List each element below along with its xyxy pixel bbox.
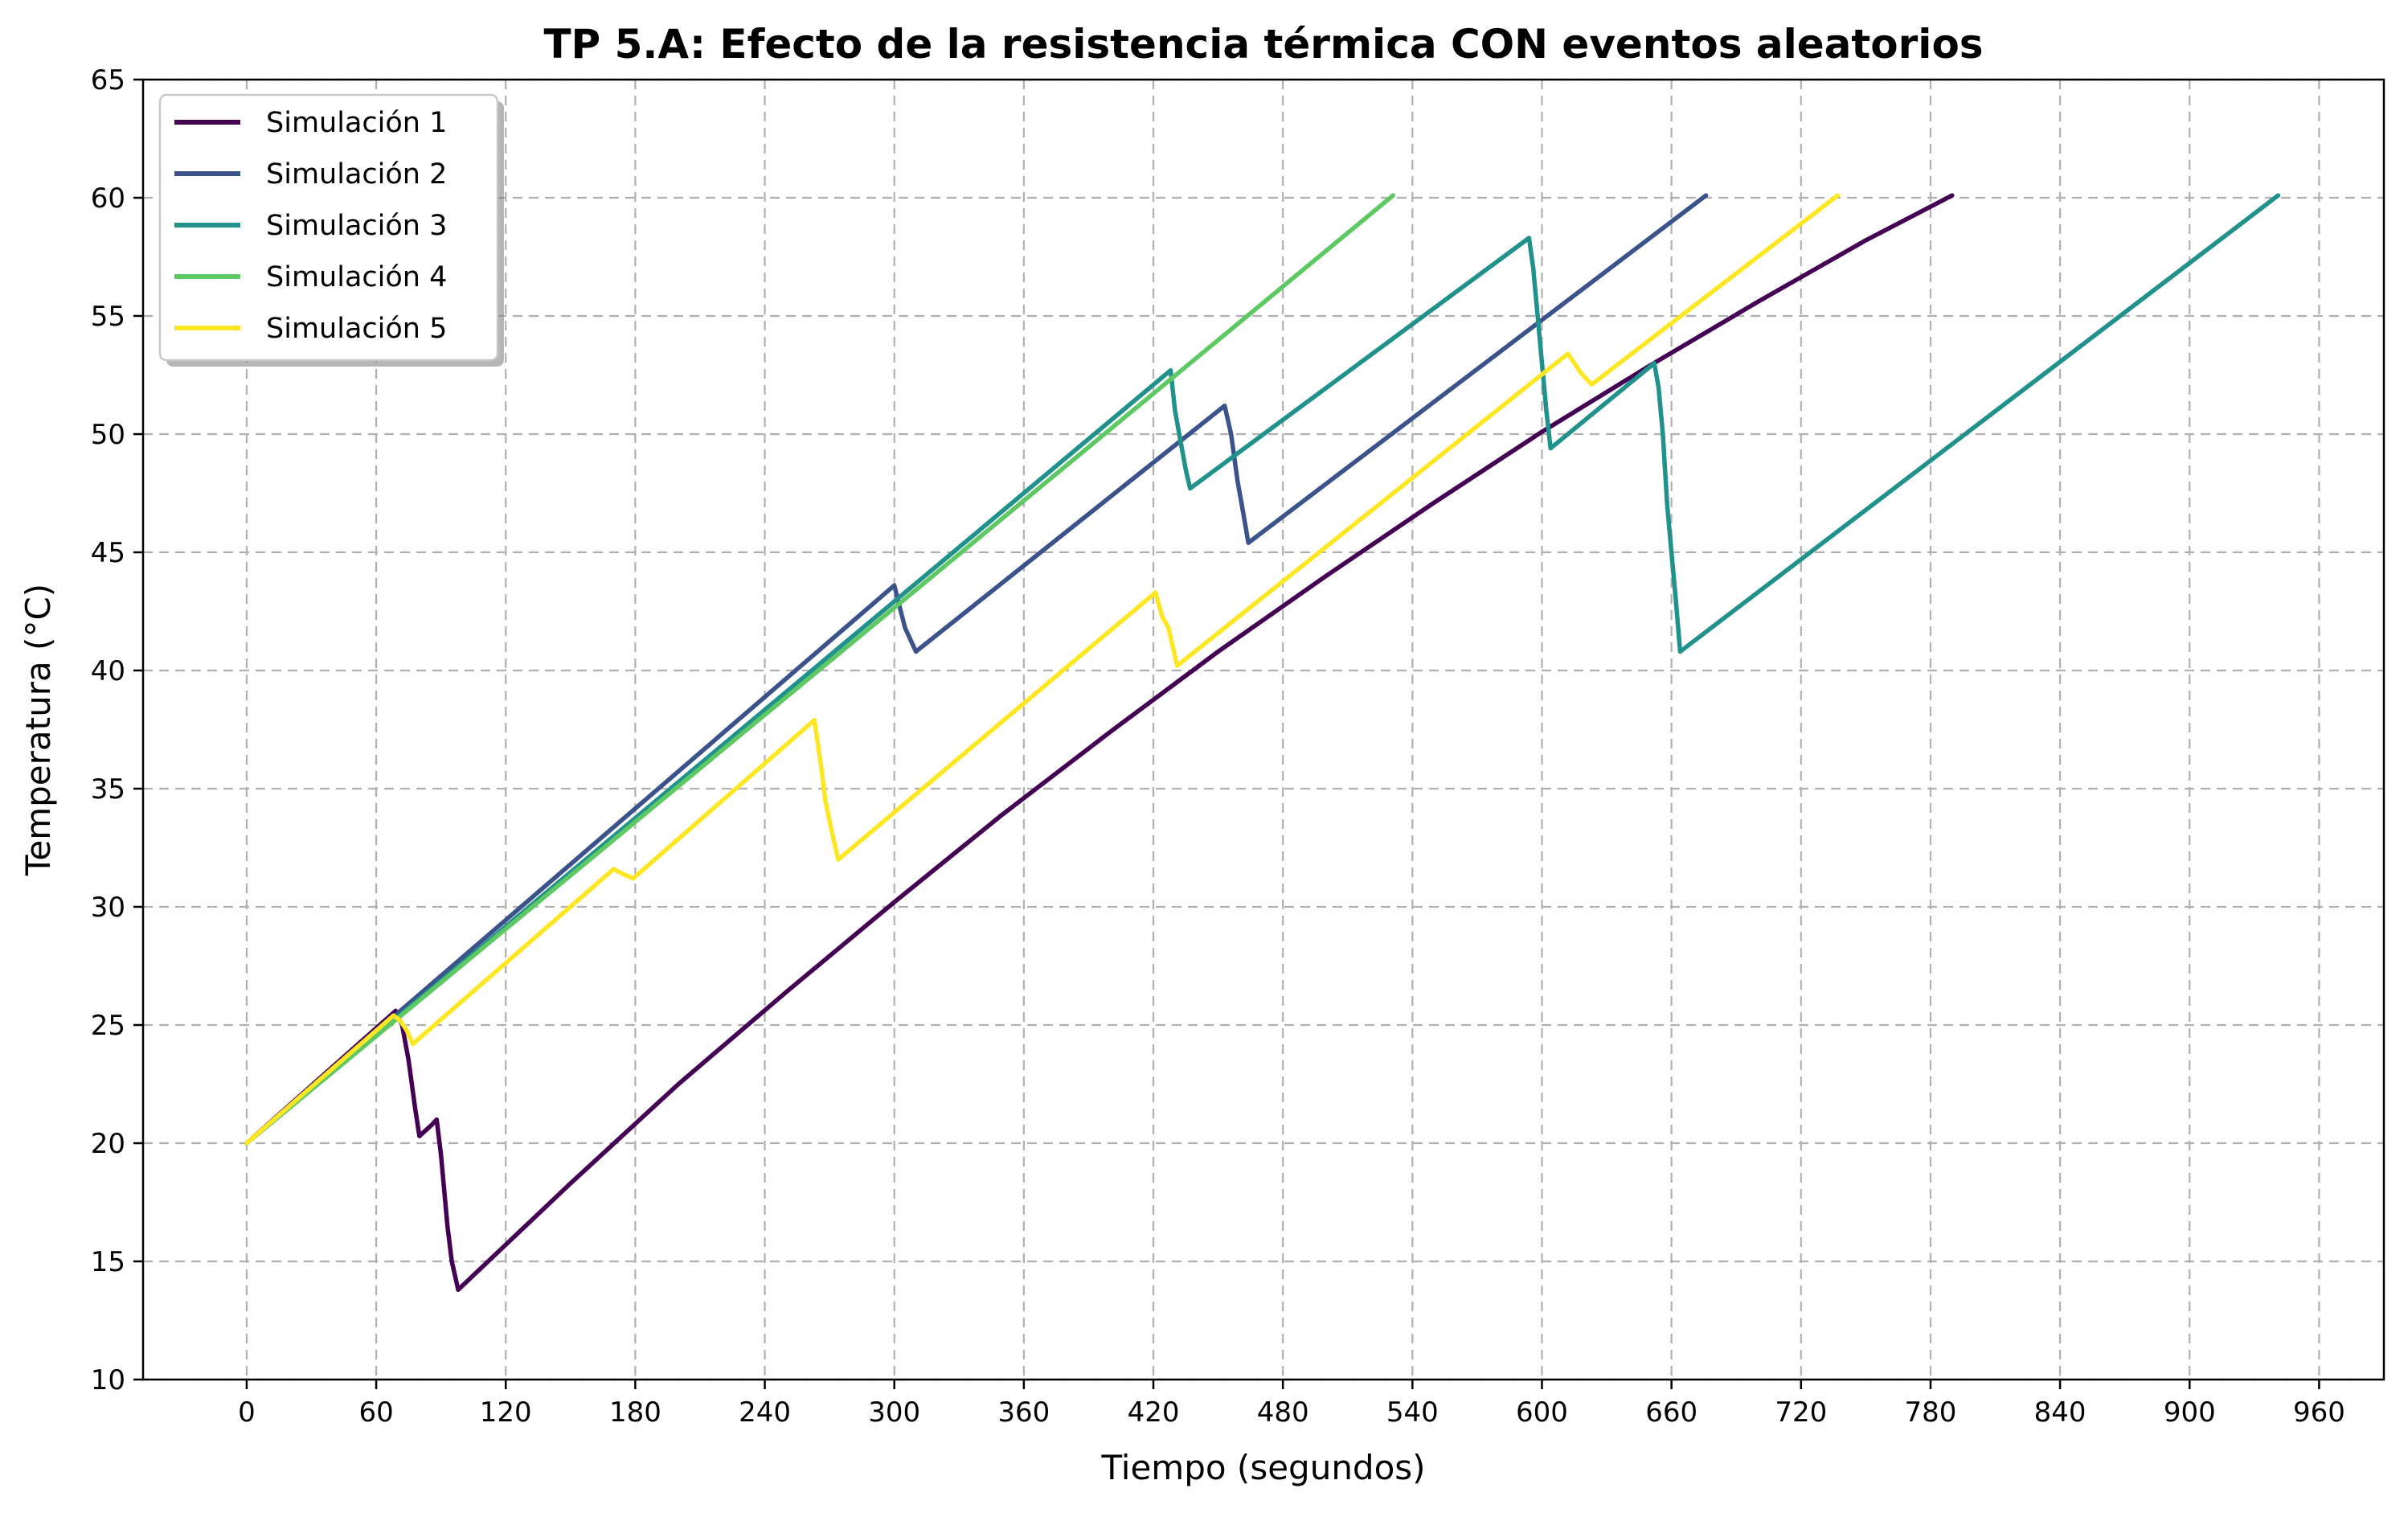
- x-tick-label: 420: [1128, 1396, 1180, 1429]
- legend-box: [158, 93, 499, 362]
- legend-label-4: Simulación 4: [266, 261, 447, 293]
- x-tick-label: 780: [1905, 1396, 1957, 1429]
- x-tick-label: 120: [480, 1396, 532, 1429]
- grid: [143, 78, 2384, 1381]
- y-tick-label: 45: [91, 537, 125, 569]
- y-tick-label: 35: [91, 773, 125, 806]
- legend-label-3: Simulación 3: [266, 210, 447, 242]
- x-tick-label: 840: [2034, 1396, 2087, 1429]
- x-tick-label: 60: [358, 1396, 393, 1429]
- y-axis-label: Temperatura (°C): [18, 584, 58, 876]
- series-line-5: [244, 193, 1841, 1146]
- x-tick-label: 480: [1257, 1396, 1309, 1429]
- axis-ticks: 0 60 120 180 240 300 360 420 480 540 600 660 720 780 8…: [91, 64, 2345, 1429]
- y-tick-label: 50: [91, 419, 125, 451]
- x-tick-label: 300: [868, 1396, 920, 1429]
- x-tick-label: 900: [2164, 1396, 2216, 1429]
- x-tick-label: 540: [1386, 1396, 1439, 1429]
- legend-label-2: Simulación 2: [266, 158, 447, 191]
- x-tick-label: 960: [2293, 1396, 2345, 1429]
- x-axis-label: Tiempo (segundos): [1100, 1448, 1425, 1487]
- y-tick-label: 20: [91, 1128, 125, 1160]
- series-line-1: [244, 193, 1955, 1293]
- y-tick-label: 60: [91, 182, 125, 215]
- y-tick-label: 55: [91, 301, 125, 333]
- y-tick-label: 25: [91, 1010, 125, 1042]
- y-tick-label: 40: [91, 655, 125, 687]
- x-tick-label: 180: [609, 1396, 661, 1429]
- series-lines: [244, 193, 2281, 1293]
- legend-label-1: Simulación 1: [266, 107, 447, 139]
- y-tick-label: 30: [91, 892, 125, 924]
- legend: Simulación 1 Simulación 2 Simulación 3 Simu…: [158, 93, 504, 367]
- y-tick-label: 15: [91, 1246, 125, 1278]
- x-tick-label: 660: [1645, 1396, 1697, 1429]
- x-tick-label: 240: [739, 1396, 791, 1429]
- plot-frame: [141, 78, 2385, 1381]
- x-tick-label: 720: [1775, 1396, 1827, 1429]
- y-tick-label: 10: [91, 1364, 125, 1396]
- chart-title: TP 5.A: Efecto de la resistencia térmica…: [543, 21, 1983, 68]
- y-tick-label: 65: [91, 64, 125, 96]
- series-line-4: [244, 193, 1395, 1146]
- series-line-3: [244, 193, 2281, 1146]
- x-tick-label: 600: [1516, 1396, 1568, 1429]
- legend-label-5: Simulación 5: [266, 313, 447, 345]
- x-tick-label: 360: [997, 1396, 1050, 1429]
- x-tick-label: 0: [238, 1396, 256, 1429]
